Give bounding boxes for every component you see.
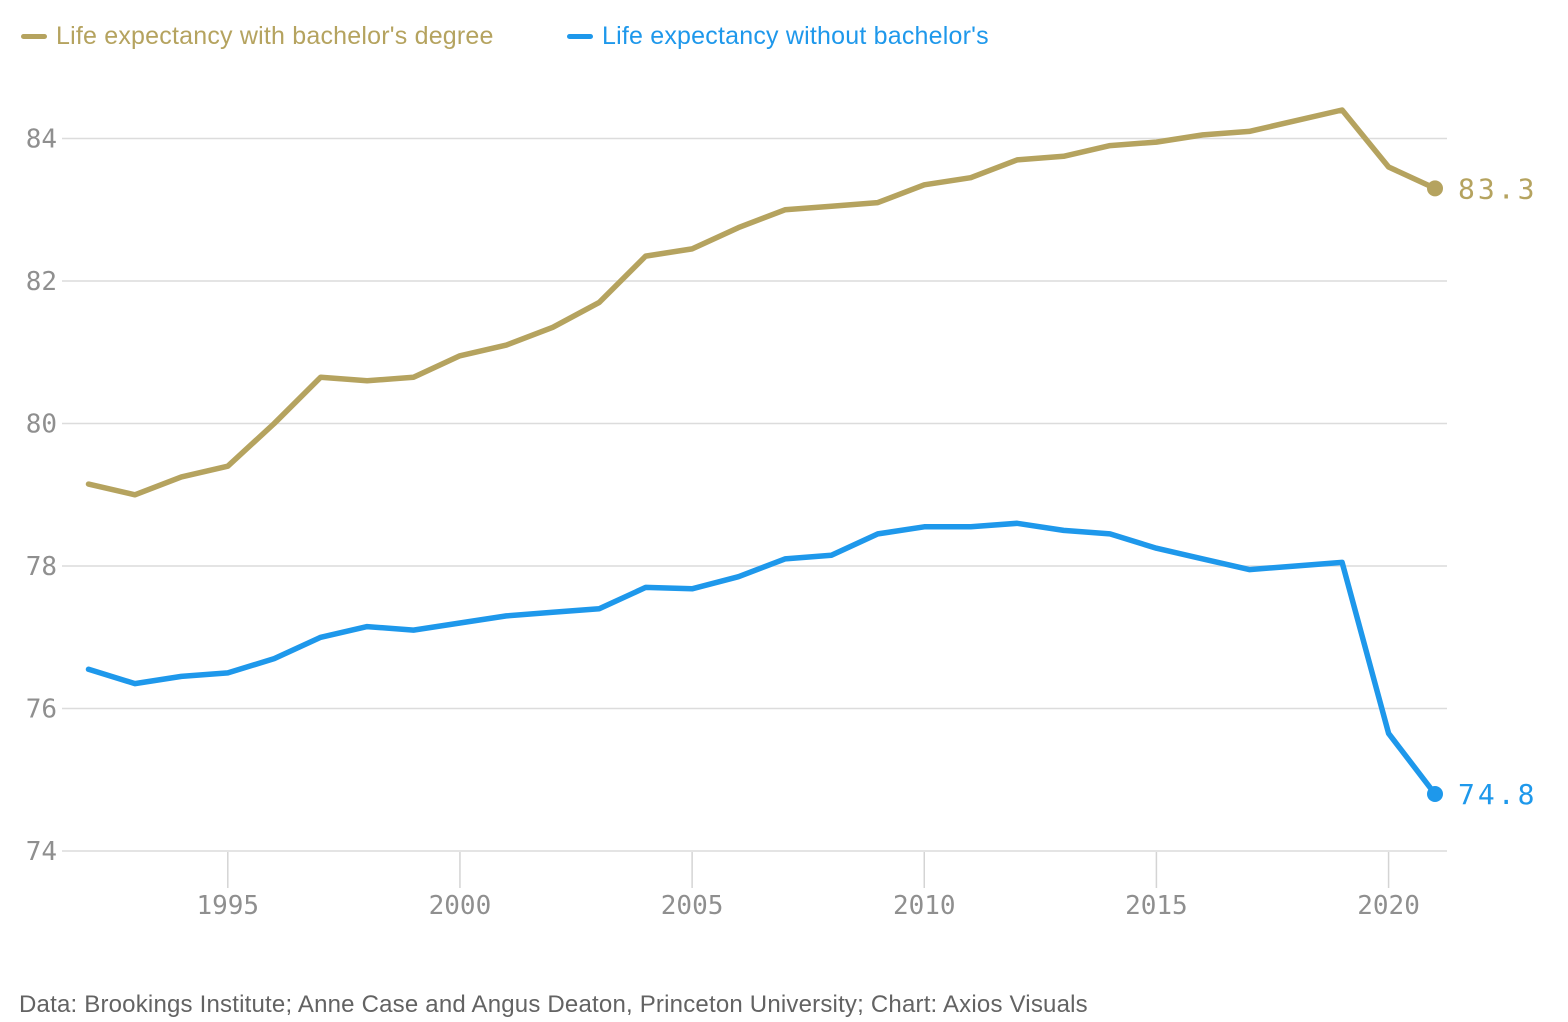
legend-label-without-bachelors: Life expectancy without bachelor's (602, 21, 989, 50)
y-axis-tick-label: 76 (26, 695, 57, 725)
x-axis-tick-label: 2020 (1357, 891, 1420, 921)
legend-item-with-bachelors: Life expectancy with bachelor's degree (21, 20, 494, 52)
series-line (85, 520, 1438, 797)
x-axis-tick-label: 2000 (429, 891, 492, 921)
y-axis-tick-label: 82 (26, 267, 57, 297)
series-end-value-label: 74.8 (1458, 778, 1537, 811)
series-line (85, 107, 1438, 498)
legend-line-swatch-blue-icon (567, 33, 593, 39)
x-axis-tick-label: 1995 (196, 891, 259, 921)
legend-label-with-bachelors: Life expectancy with bachelor's degree (56, 21, 494, 50)
y-axis-tick-label: 80 (26, 410, 57, 440)
y-axis-tick-label: 74 (26, 837, 57, 867)
y-axis-tick-label: 84 (26, 125, 57, 155)
x-axis-tick-label: 2010 (893, 891, 956, 921)
legend-item-without-bachelors: Life expectancy without bachelor's (567, 20, 989, 52)
chart-legend: Life expectancy with bachelor's degree L… (0, 20, 1568, 52)
series-end-dot (1427, 180, 1443, 197)
y-axis-tick-label: 78 (26, 552, 57, 582)
chart-source-attribution: Data: Brookings Institute; Anne Case and… (19, 991, 1088, 1018)
legend-line-swatch-gold-icon (21, 33, 47, 39)
x-axis-tick-label: 2005 (661, 891, 724, 921)
x-axis-tick-label: 2015 (1125, 891, 1188, 921)
series-end-value-label: 83.3 (1458, 172, 1537, 205)
series-end-dot (1427, 786, 1443, 802)
